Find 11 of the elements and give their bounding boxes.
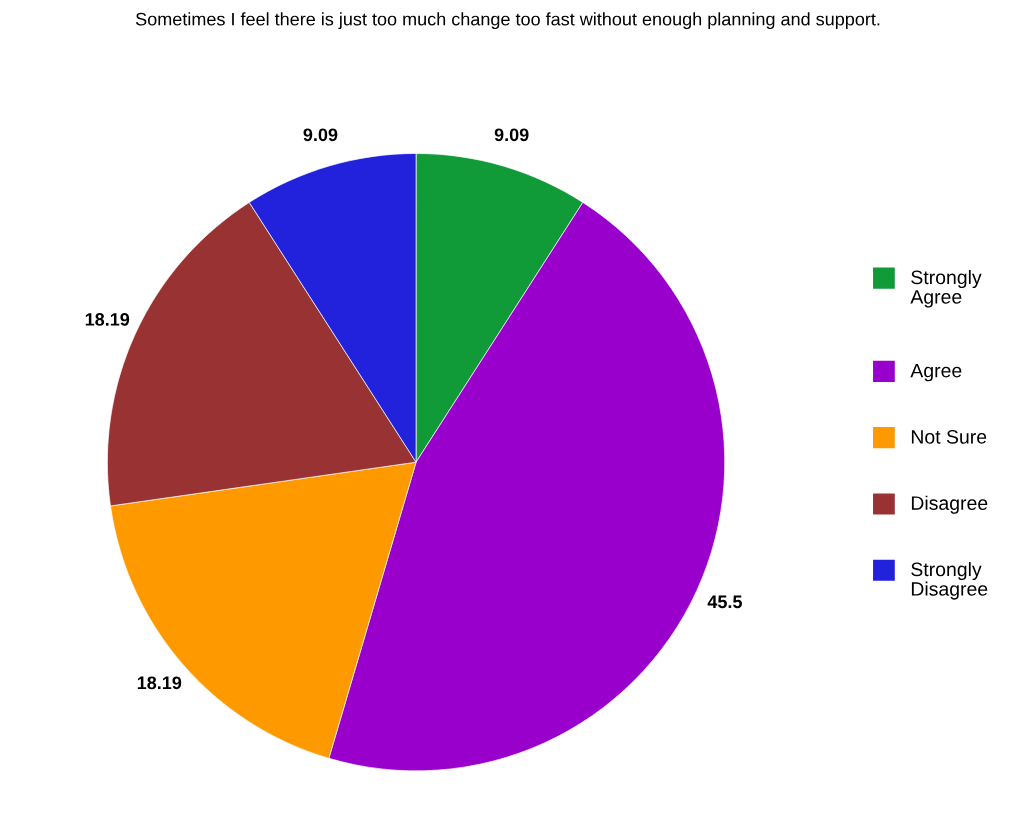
data-label: 18.19 [137, 676, 182, 690]
data-label: 9.09 [303, 128, 338, 142]
legend-label: Not Sure [911, 429, 987, 444]
chart-title: Sometimes I feel there is just too much change too fast without enough planning and support. [135, 12, 880, 30]
data-label: 18.19 [85, 313, 130, 326]
legend-label: Disagree [911, 495, 988, 514]
legend-label: Strongly Disagree [911, 561, 988, 600]
legend-label: Strongly Agree [910, 269, 982, 308]
data-label: 9.09 [494, 128, 529, 142]
legend-label: Agree [910, 363, 962, 382]
data-label: 45.5 [707, 595, 742, 609]
